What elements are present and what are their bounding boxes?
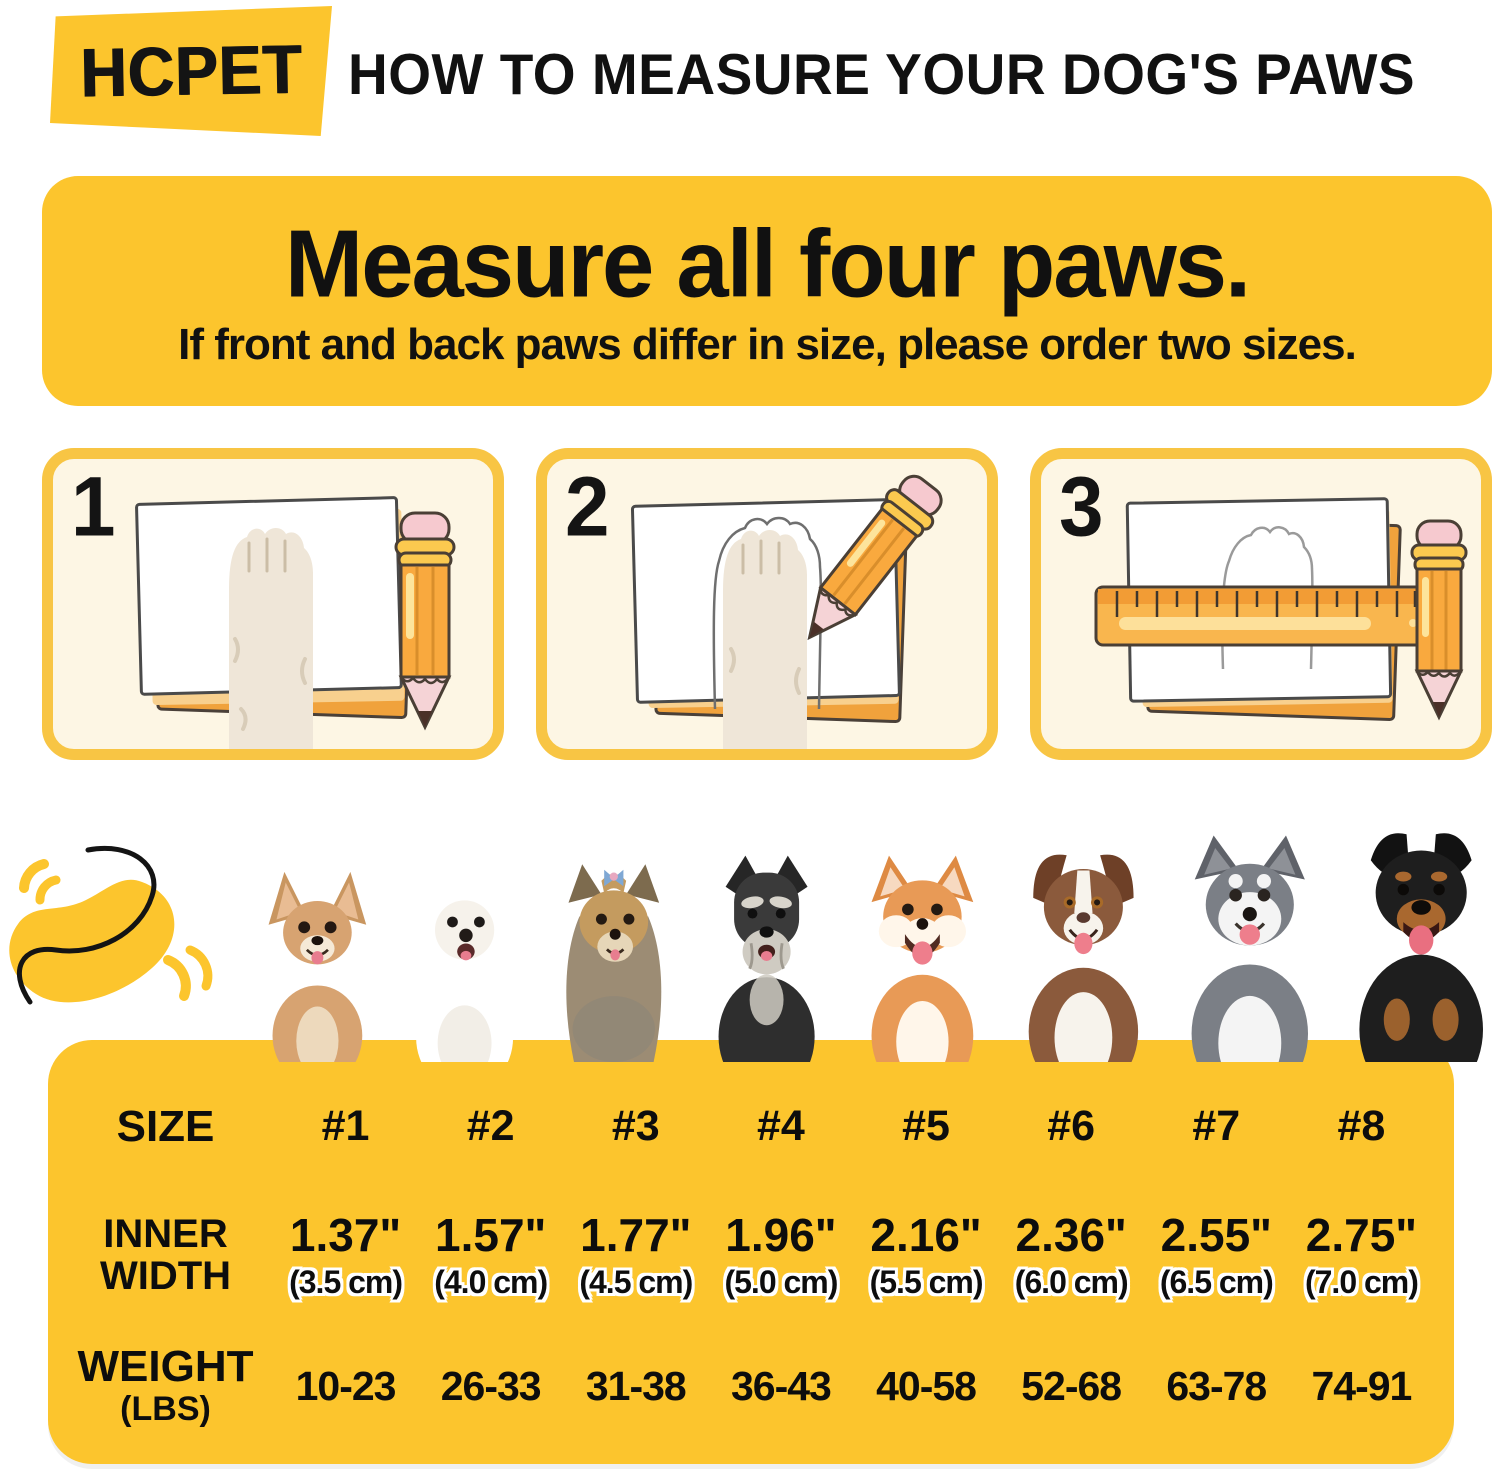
inner-width-cm: (5.5 cm) xyxy=(869,1263,984,1300)
inner-width-inches: 2.36" xyxy=(1015,1209,1127,1262)
weight-row-label: WEIGHT (LBS) xyxy=(58,1344,273,1428)
pencil-icon xyxy=(394,511,456,731)
step-3-number: 3 xyxy=(1059,459,1104,554)
inner-width-inches: 1.37" xyxy=(289,1209,402,1262)
inner-width-cm: (4.0 cm) xyxy=(434,1263,548,1300)
inner-width-inches: 2.75" xyxy=(1305,1209,1418,1262)
dog-photo-bichon-frise xyxy=(409,881,520,1062)
step-panel-1: 1 xyxy=(42,448,504,760)
pencil-icon xyxy=(807,474,943,641)
size-chart-table: SIZE #1 #2 #3 #4 #5 #6 #7 #8 INNER WIDTH… xyxy=(48,1040,1454,1464)
inner-width-label-line1: INNER xyxy=(103,1212,228,1257)
weight-value: 31-38 xyxy=(585,1362,687,1409)
weight-value: 40-58 xyxy=(876,1362,977,1409)
dog-paw-icon xyxy=(723,530,807,749)
paw-trace-outline xyxy=(712,516,823,710)
inner-width-cm: (4.5 cm) xyxy=(579,1263,693,1300)
size-value: #2 xyxy=(466,1102,515,1151)
trace-paw-illustration xyxy=(630,474,943,749)
inner-width-cell: 1.77" (4.5 cm) xyxy=(563,1211,708,1299)
paw-on-paper-illustration xyxy=(135,496,456,749)
banner-headline: Measure all four paws. xyxy=(284,210,1251,318)
size-value: #3 xyxy=(611,1102,660,1151)
inner-width-cell: 1.96" (5.0 cm) xyxy=(708,1211,853,1299)
step-panel-2: 2 xyxy=(536,448,998,760)
inner-width-cm: (5.0 cm) xyxy=(724,1263,838,1300)
inner-width-cm: (3.5 cm) xyxy=(289,1263,403,1300)
size-value: #5 xyxy=(902,1102,950,1151)
inner-width-label-line2: WIDTH xyxy=(99,1254,232,1299)
weight-label-line2: (LBS) xyxy=(120,1390,211,1429)
dog-photo-shiba-inu xyxy=(871,855,974,1062)
inner-width-cell: 2.16" (5.5 cm) xyxy=(854,1211,999,1299)
inner-width-cm: (6.0 cm) xyxy=(1014,1263,1129,1300)
measure-banner: Measure all four paws. If front and back… xyxy=(42,176,1492,406)
weight-value: 10-23 xyxy=(295,1362,397,1409)
step-1-number: 1 xyxy=(71,459,116,554)
inner-width-cell: 1.37" (3.5 cm) xyxy=(273,1211,418,1299)
weight-value: 63-78 xyxy=(1166,1362,1267,1409)
brand-logo: HCPET xyxy=(50,6,332,136)
size-row-label: SIZE xyxy=(116,1101,215,1151)
weight-value: 36-43 xyxy=(731,1362,832,1409)
inner-width-row-label: INNER WIDTH xyxy=(58,1213,273,1297)
dog-photo-miniature-schnauzer xyxy=(718,855,815,1062)
weight-label-line1: WEIGHT xyxy=(77,1342,254,1392)
size-value: #4 xyxy=(757,1102,805,1151)
inner-width-cm: (6.5 cm) xyxy=(1159,1263,1274,1300)
dog-photo-yorkshire-terrier xyxy=(566,864,662,1062)
step-panel-3: 3 xyxy=(1030,448,1492,760)
inner-width-inches: 1.77" xyxy=(580,1209,692,1262)
ruler-icon xyxy=(1094,585,1434,647)
weight-value: 74-91 xyxy=(1311,1362,1413,1409)
dog-photo-rottweiler xyxy=(1359,833,1483,1062)
pencil-icon xyxy=(1410,519,1468,721)
swoosh-decoration-icon xyxy=(9,846,213,1005)
weight-value: 52-68 xyxy=(1021,1362,1122,1409)
size-value: #6 xyxy=(1047,1102,1096,1151)
step-2-number: 2 xyxy=(565,459,610,554)
paw-outline-drawing xyxy=(1221,526,1314,670)
size-value: #8 xyxy=(1337,1102,1386,1151)
weight-value: 26-33 xyxy=(440,1362,542,1409)
size-value: #1 xyxy=(321,1102,370,1151)
inner-width-inches: 1.96" xyxy=(725,1209,837,1262)
brand-logo-text: HCPET xyxy=(79,30,303,112)
inner-width-inches: 1.57" xyxy=(435,1209,547,1262)
inner-width-cell: 2.36" (6.0 cm) xyxy=(999,1211,1144,1299)
inner-width-cell: 2.55" (6.5 cm) xyxy=(1144,1211,1289,1299)
dog-paw-icon xyxy=(229,528,313,749)
page-title: HOW TO MEASURE YOUR DOG'S PAWS xyxy=(348,41,1416,107)
dog-photo-australian-shepherd xyxy=(1028,854,1139,1062)
inner-width-cell: 2.75" (7.0 cm) xyxy=(1289,1211,1434,1299)
inner-width-inches: 2.55" xyxy=(1160,1209,1272,1262)
dog-breed-lineup xyxy=(258,818,1494,1062)
inner-width-inches: 2.16" xyxy=(870,1209,982,1262)
ruler-measure-illustration xyxy=(1094,497,1468,722)
size-value: #7 xyxy=(1192,1102,1241,1151)
inner-width-cell: 1.57" (4.0 cm) xyxy=(418,1211,563,1299)
banner-subtext: If front and back paws differ in size, p… xyxy=(178,319,1357,369)
dog-photo-chihuahua xyxy=(268,871,367,1062)
measuring-steps: 1 xyxy=(42,448,1492,760)
dog-photo-alaskan-malamute xyxy=(1191,835,1308,1062)
inner-width-cm: (7.0 cm) xyxy=(1304,1263,1419,1300)
